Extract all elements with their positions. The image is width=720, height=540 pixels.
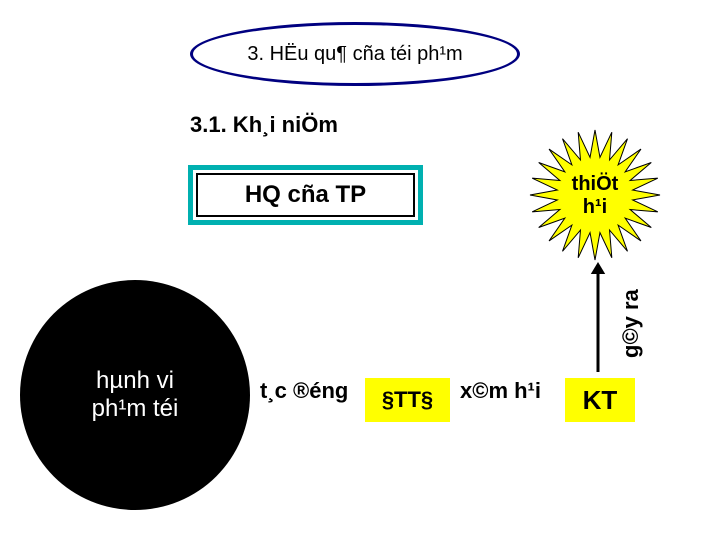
label-tac-dong: t¸c ®éng xyxy=(260,378,348,404)
kt-box-text: KT xyxy=(583,385,618,416)
starburst: thiÖth¹i xyxy=(528,128,662,262)
starburst-label: thiÖth¹i xyxy=(528,173,662,219)
stt-box-text: §TT§ xyxy=(382,387,433,413)
subheading-text: 3.1. Kh¸i niÖm xyxy=(190,112,338,137)
subheading: 3.1. Kh¸i niÖm xyxy=(190,112,338,138)
kt-box: KT xyxy=(565,378,635,422)
label-xam-hai: x©m h¹i xyxy=(460,378,541,404)
circle-hanh-vi: hµnh viph¹m téi xyxy=(20,280,250,510)
title-text: 3. HËu qu¶ cña téi ph¹m xyxy=(247,43,462,66)
title-oval: 3. HËu qu¶ cña téi ph¹m xyxy=(190,22,520,86)
hq-box: HQ cña TP xyxy=(188,165,423,225)
arrow-up xyxy=(586,250,610,384)
circle-text: hµnh viph¹m téi xyxy=(92,367,179,423)
stt-box: §TT§ xyxy=(365,378,450,422)
vertical-label-gayra: g©y ra xyxy=(618,289,644,358)
hq-box-text: HQ cña TP xyxy=(245,181,366,209)
